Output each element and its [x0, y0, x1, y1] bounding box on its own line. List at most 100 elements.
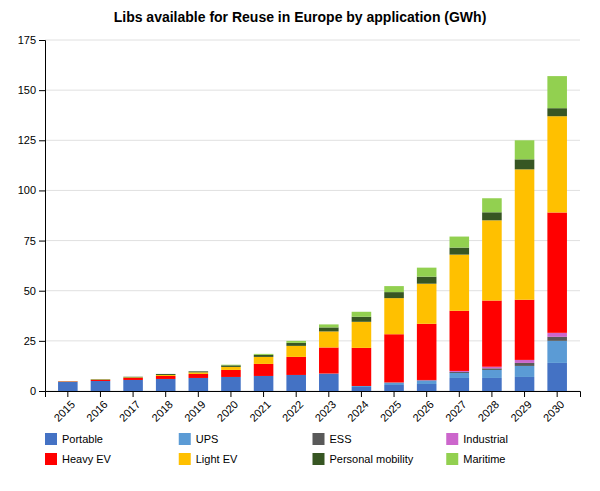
x-tick: 2025 — [378, 391, 404, 424]
x-tick-label: 2025 — [378, 398, 404, 424]
x-tick-mark — [198, 391, 199, 397]
bar — [352, 312, 372, 317]
x-tick-label: 2021 — [247, 398, 273, 424]
y-tick: 0 — [30, 385, 45, 397]
y-tick: 125 — [18, 134, 45, 146]
bar — [515, 159, 535, 169]
bar — [482, 368, 502, 370]
legend-swatch — [179, 453, 191, 465]
bar — [123, 378, 143, 380]
bar — [123, 376, 143, 378]
x-tick-label: 2018 — [149, 398, 175, 424]
bar — [221, 365, 241, 367]
bar — [156, 376, 176, 379]
x-tick-label: 2022 — [280, 398, 306, 424]
x-axis: 2015201620172018201920202021202220232024… — [46, 391, 581, 424]
legend-item: Heavy EV — [45, 453, 112, 465]
x-tick-label: 2019 — [182, 398, 208, 424]
bar — [450, 371, 470, 372]
y-tick-mark — [39, 90, 45, 91]
bar — [189, 371, 209, 372]
x-tick-mark — [459, 391, 460, 397]
x-tick-label: 2023 — [312, 398, 338, 424]
bar — [91, 379, 111, 380]
bar — [482, 367, 502, 369]
x-tick-mark — [165, 391, 166, 397]
y-axis: 0255075100125150175 — [18, 34, 46, 397]
y-tick-mark — [39, 190, 45, 191]
bar — [189, 371, 209, 372]
bar — [384, 334, 404, 382]
y-tick-mark — [39, 241, 45, 242]
bar — [547, 341, 567, 363]
bar — [352, 322, 372, 348]
bar — [515, 363, 535, 366]
bar — [450, 255, 470, 311]
bar — [319, 347, 339, 373]
bar — [352, 387, 372, 391]
x-tick-mark — [361, 391, 362, 397]
x-tick-mark — [557, 391, 558, 397]
x-tick-mark — [524, 391, 525, 397]
y-tick-label: 150 — [18, 84, 36, 96]
x-tick-label: 2026 — [410, 398, 436, 424]
x-tick-label: 2020 — [214, 398, 240, 424]
bar — [515, 377, 535, 391]
y-tick: 75 — [24, 235, 45, 247]
bar — [254, 357, 274, 364]
bar — [286, 343, 306, 346]
bar — [319, 331, 339, 347]
bar — [254, 376, 274, 391]
x-tick-mark — [491, 391, 492, 397]
x-tick-mark — [133, 391, 134, 397]
series — [384, 337, 567, 383]
series — [384, 333, 567, 383]
bar — [123, 377, 143, 379]
bar — [450, 237, 470, 248]
x-tick: 2018 — [149, 391, 175, 424]
x-tick-mark — [67, 391, 68, 397]
bar — [221, 367, 241, 370]
bar — [91, 379, 111, 380]
bar — [450, 248, 470, 255]
bar — [156, 374, 176, 375]
y-tick: 100 — [18, 184, 45, 196]
legend-label: Light EV — [196, 453, 238, 465]
bar — [482, 198, 502, 212]
bar — [221, 364, 241, 366]
x-tick: 2019 — [182, 391, 208, 424]
bar — [286, 341, 306, 343]
bar — [515, 360, 535, 363]
y-tick-label: 50 — [24, 285, 36, 297]
legend-swatch — [313, 453, 325, 465]
x-tick-label: 2029 — [508, 398, 534, 424]
bar — [91, 381, 111, 391]
grid-line — [45, 90, 580, 91]
x-tick: 2029 — [508, 391, 534, 424]
x-tick: 2021 — [247, 391, 273, 424]
bar — [319, 327, 339, 331]
x-tick: 2016 — [84, 391, 110, 424]
grid — [45, 40, 580, 391]
legend-item: Industrial — [446, 433, 508, 445]
bar — [58, 381, 78, 382]
x-tick: 2015 — [51, 391, 77, 424]
x-tick-mark — [394, 391, 395, 397]
bar — [450, 373, 470, 378]
bar — [482, 220, 502, 300]
bar — [91, 380, 111, 381]
legend-label: UPS — [196, 433, 219, 445]
y-tick-mark — [39, 391, 45, 392]
legend-label: Maritime — [463, 453, 505, 465]
bar — [58, 381, 78, 382]
bar — [417, 277, 437, 284]
y-tick: 175 — [18, 34, 45, 46]
bar — [482, 301, 502, 367]
bar — [156, 379, 176, 391]
bar — [547, 337, 567, 341]
bar — [58, 381, 78, 382]
x-tick-mark — [328, 391, 329, 397]
bar — [58, 381, 78, 382]
y-tick: 50 — [24, 285, 45, 297]
x-tick: 2024 — [345, 391, 371, 424]
